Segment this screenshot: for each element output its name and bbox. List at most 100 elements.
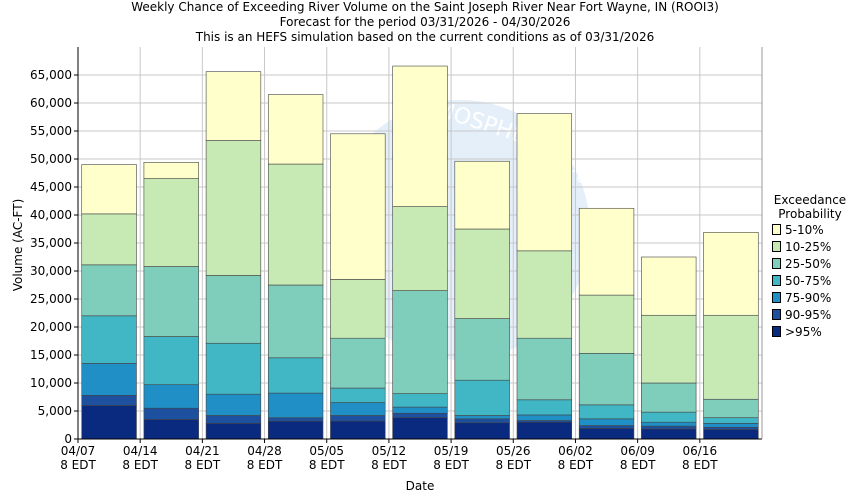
bar-segment bbox=[205, 71, 262, 141]
bar-segment bbox=[516, 337, 573, 401]
bar-segment bbox=[703, 232, 759, 316]
x-tick-label-date: 04/21 bbox=[185, 444, 220, 458]
legend-item: 5-10% bbox=[772, 221, 848, 238]
x-tick-label-date: 05/26 bbox=[496, 444, 531, 458]
bar-segment bbox=[516, 421, 573, 440]
bar-segment bbox=[81, 164, 137, 215]
bar-segment bbox=[143, 266, 199, 337]
bar-segment bbox=[330, 402, 386, 416]
bar-segment bbox=[578, 428, 635, 440]
bar-segment bbox=[641, 314, 697, 384]
bar-segment bbox=[143, 162, 199, 179]
legend-label: 90-95% bbox=[785, 307, 832, 322]
bar-segment bbox=[205, 423, 262, 440]
bar-segment bbox=[703, 314, 759, 400]
bar-segment bbox=[578, 353, 635, 406]
bar-segment bbox=[392, 393, 448, 408]
bar-segment bbox=[454, 418, 510, 424]
bar-segment bbox=[703, 423, 759, 428]
bar-segment bbox=[143, 384, 199, 409]
y-tick-label: 0 bbox=[64, 432, 72, 446]
bar-segment bbox=[205, 275, 262, 344]
bar-segment bbox=[578, 425, 635, 429]
axes: 0 5,000 10,000 15,000 20,000 25,000 30,000 35,0… bbox=[30, 47, 763, 472]
legend-label: 25-50% bbox=[785, 256, 832, 271]
legend-title: Exceedance Probability bbox=[772, 193, 848, 221]
legend-item: 25-50% bbox=[772, 255, 848, 272]
bar-segment bbox=[578, 207, 635, 296]
legend: Exceedance Probability 5-10% 10-25% 25-50%… bbox=[772, 193, 848, 340]
bar-segment bbox=[81, 264, 137, 317]
bar-segment bbox=[330, 387, 386, 403]
bar-segment bbox=[578, 404, 635, 420]
bar-segment bbox=[330, 133, 386, 280]
bar-segment bbox=[330, 279, 386, 339]
bar-segment bbox=[205, 342, 262, 395]
x-tick-label-date: 04/07 bbox=[61, 444, 96, 458]
x-tick-label-time: 8 EDT bbox=[60, 458, 96, 472]
x-tick-label-time: 8 EDT bbox=[433, 458, 469, 472]
x-tick-label-time: 8 EDT bbox=[309, 458, 345, 472]
bar-segment bbox=[454, 318, 510, 381]
bar-segment bbox=[578, 294, 635, 354]
x-tick-label-time: 8 EDT bbox=[371, 458, 407, 472]
bar-segment bbox=[81, 405, 137, 440]
bar-segment bbox=[330, 415, 386, 422]
x-tick-label-time: 8 EDT bbox=[185, 458, 221, 472]
legend-item: >95% bbox=[772, 323, 848, 340]
y-tick-label: 15,000 bbox=[30, 348, 72, 362]
x-tick-label-time: 8 EDT bbox=[682, 458, 718, 472]
legend-swatch bbox=[772, 224, 781, 235]
bar-segment bbox=[454, 228, 510, 319]
bar-segment bbox=[205, 393, 262, 416]
legend-label: 75-90% bbox=[785, 290, 832, 305]
x-tick-label-date: 04/14 bbox=[123, 444, 158, 458]
legend-label: 50-75% bbox=[785, 273, 832, 288]
bar-segment bbox=[392, 412, 448, 419]
y-tick-label: 50,000 bbox=[30, 152, 72, 166]
bar-segment bbox=[81, 213, 137, 266]
bar-segment bbox=[703, 426, 759, 430]
bar-segment bbox=[81, 395, 137, 406]
legend-label: >95% bbox=[785, 324, 822, 339]
x-axis-label: Date bbox=[405, 479, 435, 493]
legend-swatch bbox=[772, 309, 781, 320]
x-tick-label-date: 06/02 bbox=[558, 444, 593, 458]
bar-segment bbox=[454, 160, 510, 230]
y-tick-label: 10,000 bbox=[30, 376, 72, 390]
bar-segment bbox=[267, 392, 324, 419]
bar-segment bbox=[641, 421, 697, 427]
y-tick-label: 45,000 bbox=[30, 180, 72, 194]
bar-segment bbox=[330, 337, 386, 389]
legend-title-line-1: Exceedance bbox=[773, 193, 847, 207]
chart-title: Weekly Chance of Exceeding River Volume … bbox=[0, 0, 850, 45]
x-tick-label-date: 04/28 bbox=[247, 444, 282, 458]
legend-swatch bbox=[772, 326, 781, 337]
y-tick-label: 40,000 bbox=[30, 208, 72, 222]
x-tick-label-time: 8 EDT bbox=[122, 458, 158, 472]
legend-swatch bbox=[772, 292, 781, 303]
legend-swatch bbox=[772, 258, 781, 269]
bar-segment bbox=[330, 420, 386, 440]
legend-item: 50-75% bbox=[772, 272, 848, 289]
title-line-2: Forecast for the period 03/31/2026 - 04/… bbox=[279, 15, 571, 29]
bars bbox=[81, 65, 759, 440]
bar-segment bbox=[267, 284, 324, 359]
title-line-1: Weekly Chance of Exceeding River Volume … bbox=[131, 0, 719, 14]
bar-segment bbox=[392, 290, 448, 394]
y-tick-label: 30,000 bbox=[30, 264, 72, 278]
legend-label: 5-10% bbox=[785, 222, 824, 237]
bar-segment bbox=[454, 422, 510, 440]
bar-segment bbox=[516, 414, 573, 421]
bar-segment bbox=[454, 379, 510, 416]
bar-segment bbox=[641, 411, 697, 423]
bar-segment bbox=[516, 399, 573, 416]
y-tick-label: 25,000 bbox=[30, 292, 72, 306]
bar-segment bbox=[703, 417, 759, 424]
bar-segment bbox=[143, 419, 199, 440]
bar-segment bbox=[392, 417, 448, 440]
bar-segment bbox=[267, 163, 324, 286]
bar-segment bbox=[454, 415, 510, 420]
bar-segment bbox=[267, 94, 324, 165]
y-tick-label: 35,000 bbox=[30, 236, 72, 250]
